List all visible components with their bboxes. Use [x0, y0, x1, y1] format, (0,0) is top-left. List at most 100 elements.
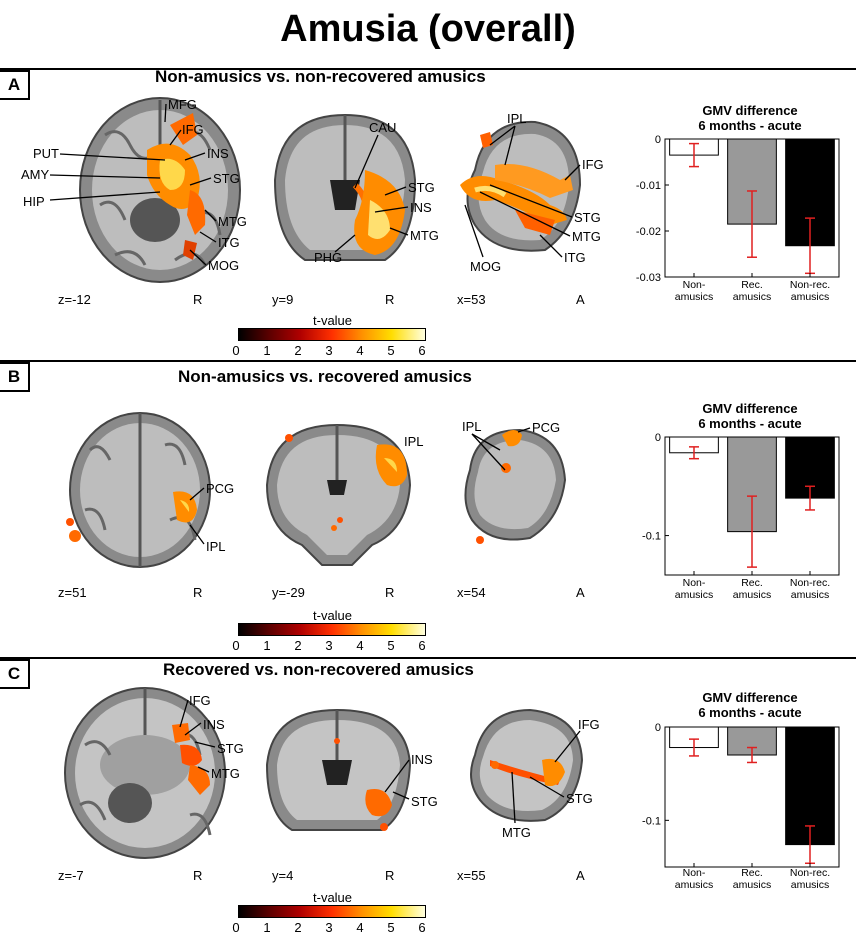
chart-c-title-line2: 6 months - acute: [698, 705, 802, 720]
orient-sagittal-a: A: [576, 292, 585, 307]
axial-label-amy: AMY: [21, 167, 50, 182]
panel-a-label: A: [0, 70, 30, 100]
sagittal-label-ipl: IPL: [507, 111, 527, 126]
axial-leader-lines-c: [179, 699, 216, 773]
sagittal-label-mog: MOG: [470, 259, 502, 274]
category-label: Non-rec. amusics: [790, 279, 830, 303]
panel-b-separator: [0, 360, 856, 362]
orient-axial-c: R: [193, 868, 203, 883]
colorbar-title-c: t-value: [313, 890, 353, 905]
panel-a-separator: [0, 68, 856, 70]
axial-leader-lines-a: [49, 103, 217, 266]
axial-brain-slice-b: [66, 412, 211, 568]
orient-coronal-c: R: [385, 868, 395, 883]
coronal-label-ins-c: INS: [411, 752, 433, 767]
coronal-brain-slice-a: [273, 113, 417, 261]
y-tick-label: -0.1: [642, 815, 661, 827]
coronal-label-stg-c: STG: [411, 794, 438, 809]
coronal-label-stg: STG: [408, 180, 435, 195]
chart-a-title: GMV difference 6 months - acute: [660, 103, 840, 133]
y-tick-label: -0.01: [636, 180, 661, 192]
category-label: Non-amusics: [675, 279, 714, 303]
axial-label-hip: HIP: [23, 194, 45, 209]
axial-label-stg: STG: [213, 171, 240, 186]
coronal-brain-slice-b: [265, 423, 412, 566]
coord-coronal-c: y=4: [272, 868, 294, 883]
coronal-leader-lines-a: [334, 134, 409, 253]
axial-label-mfg: MFG: [168, 97, 197, 112]
axial-label-ifg: IFG: [182, 122, 204, 137]
colorbar-a-tick: 4: [356, 343, 364, 358]
category-label: Non-amusics: [675, 577, 714, 601]
sagittal-leader-lines-c: [511, 730, 581, 824]
axial-label-mtg: MTG: [218, 214, 247, 229]
axial-label-itg: ITG: [218, 235, 240, 250]
category-label: Rec. amusics: [733, 867, 772, 891]
axial-leader-lines-b: [189, 487, 205, 545]
chart-b-title: GMV difference 6 months - acute: [660, 401, 840, 431]
chart-b-title-line2: 6 months - acute: [698, 416, 802, 431]
colorbar-a-tick: 1: [263, 343, 271, 358]
coronal-label-cau: CAU: [369, 120, 397, 135]
colorbar-a-tick: 3: [325, 343, 333, 358]
coronal-leader-lines-c: [384, 759, 410, 800]
coord-coronal-a: y=9: [272, 292, 294, 307]
axial-label-stg-c: STG: [217, 741, 244, 756]
coord-sagittal-b: x=54: [457, 585, 486, 600]
colorbar-c-tick: 6: [418, 920, 426, 935]
colorbar-b-tick: 1: [263, 638, 271, 653]
axial-label-mog: MOG: [208, 258, 240, 273]
orient-axial-b: R: [193, 585, 203, 600]
coronal-label-ins: INS: [410, 200, 432, 215]
orient-coronal-b: R: [385, 585, 395, 600]
sagittal-leader-lines-b: [471, 427, 531, 471]
orient-sagittal-c: A: [576, 868, 585, 883]
coord-sagittal-c: x=55: [457, 868, 486, 883]
colorbar-title-b: t-value: [313, 608, 353, 623]
sagittal-label-itg: ITG: [564, 250, 586, 265]
orient-sagittal-b: A: [576, 585, 585, 600]
y-tick-label: 0: [655, 432, 661, 444]
colorbar-c-tick: 2: [294, 920, 302, 935]
colorbar-b-tick: 6: [418, 638, 426, 653]
sagittal-brain-slice-a: [460, 120, 582, 252]
chart-c-title: GMV difference 6 months - acute: [660, 690, 840, 720]
panel-c-title: Recovered vs. non-recovered amusics: [163, 660, 474, 679]
axial-label-ins-c: INS: [203, 717, 225, 732]
coronal-label-mtg: MTG: [410, 228, 439, 243]
panel-b-title: Non-amusics vs. recovered amusics: [178, 367, 472, 386]
colorbar-c-tick: 3: [325, 920, 333, 935]
colorbar-a-tick: 6: [418, 343, 426, 358]
sagittal-leader-lines-a: [464, 125, 581, 258]
panel-c-separator: [0, 657, 856, 659]
chart-b-title-line1: GMV difference: [702, 401, 798, 416]
sagittal-label-pcg-b: PCG: [532, 420, 561, 435]
sagittal-label-stg: STG: [574, 210, 601, 225]
panel-a-title: Non-amusics vs. non-recovered amusics: [155, 67, 486, 86]
panel-c-label: C: [0, 659, 30, 689]
sagittal-label-mtg: MTG: [572, 229, 601, 244]
axial-label-put: PUT: [33, 146, 59, 161]
category-label: Non-amusics: [675, 867, 714, 891]
axial-label-pcg: PCG: [206, 481, 235, 496]
sagittal-label-mtg-c: MTG: [502, 825, 531, 840]
colorbar-c-tick: 0: [232, 920, 240, 935]
colorbar-b-tick: 2: [294, 638, 302, 653]
bar: [785, 726, 835, 846]
colorbar-b-tick: 0: [232, 638, 240, 653]
figure-title: Amusia (overall): [280, 8, 576, 50]
coronal-label-phg: PHG: [314, 250, 343, 265]
sagittal-label-stg-c: STG: [566, 791, 593, 806]
orient-coronal-a: R: [385, 292, 395, 307]
sagittal-brain-slice-b: [464, 428, 567, 544]
colorbar-b-tick: 5: [387, 638, 395, 653]
orient-axial-a: R: [193, 292, 203, 307]
colorbar-a-tick: 2: [294, 343, 302, 358]
category-label: Rec. amusics: [733, 577, 772, 601]
chart-c-title-line1: GMV difference: [702, 690, 798, 705]
axial-label-mtg-c: MTG: [211, 766, 240, 781]
colorbar-b-tick: 3: [325, 638, 333, 653]
coronal-brain-slice-c: [265, 708, 412, 831]
axial-label-ins: INS: [207, 146, 229, 161]
panel-b-label: B: [0, 362, 30, 392]
